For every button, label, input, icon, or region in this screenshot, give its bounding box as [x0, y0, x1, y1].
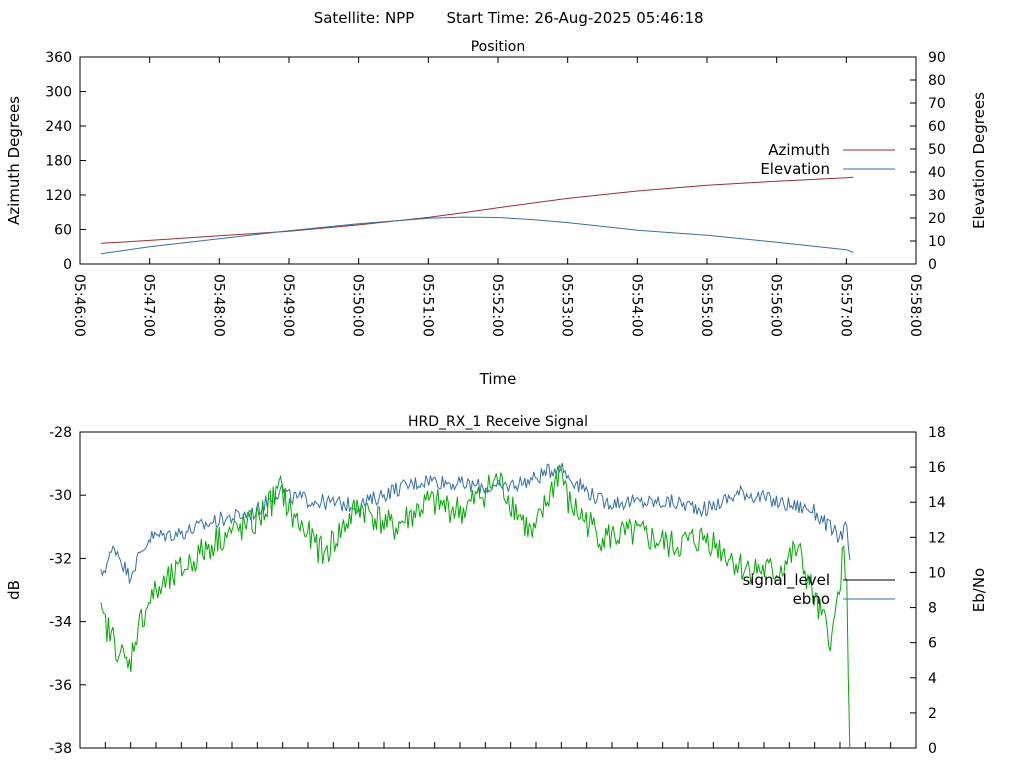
legend-label: Azimuth	[768, 141, 830, 159]
position-chart: Position 0 60 120 180 240 300 360 0 10 20 30 40 50 60 7…	[5, 39, 988, 388]
y-axis-label: dB	[5, 580, 23, 600]
y2-tick-label: 80	[928, 73, 946, 89]
y2-tick-label: 10	[928, 234, 946, 250]
y2-tick-label: 8	[928, 601, 937, 617]
y2-axis-label: Eb/No	[970, 568, 988, 612]
y-tick-label: -38	[49, 741, 72, 757]
y-tick-label: -36	[49, 678, 72, 694]
x-tick-label: 05:47:00	[141, 274, 157, 337]
y-tick-label: 360	[45, 50, 72, 66]
y2-tick-label: 20	[928, 211, 946, 227]
chart-title: Position	[471, 39, 526, 55]
plot-frame	[79, 431, 917, 749]
y2-tick-label: 6	[928, 636, 937, 652]
y-tick-label: 240	[45, 119, 72, 135]
x-tick-label: 05:57:00	[837, 274, 853, 337]
x-tick-label: 05:53:00	[559, 274, 575, 337]
y-tick-label: -34	[49, 615, 72, 631]
x-tick-label: 05:52:00	[489, 274, 505, 337]
y2-tick-label: 4	[928, 671, 937, 687]
y-tick-label: -28	[49, 425, 72, 441]
y2-tick-label: 60	[928, 119, 946, 135]
y-tick-label: -30	[49, 488, 72, 504]
y-axis-label: Azimuth Degrees	[5, 96, 23, 225]
start-time-label: Start Time: 26-Aug-2025 05:46:18	[446, 9, 703, 27]
x-axis-label: Time	[479, 370, 517, 388]
y-tick-label: 120	[45, 188, 72, 204]
legend-label: Elevation	[760, 160, 830, 178]
y-tick-label: 300	[45, 85, 72, 101]
y2-tick-label: 12	[928, 530, 946, 546]
y2-tick-label: 0	[928, 257, 937, 273]
x-tick-label: 05:55:00	[698, 274, 714, 337]
y2-tick-label: 70	[928, 96, 946, 112]
legend-label: signal_level	[742, 571, 830, 590]
y-tick-label: 180	[45, 154, 72, 170]
series-line-ebno	[100, 462, 851, 585]
y-tick-label: 0	[63, 257, 72, 273]
chart-title: HRD_RX_1 Receive Signal	[408, 414, 588, 430]
x-tick-label: 05:54:00	[628, 274, 644, 337]
x-tick-label: 05:56:00	[768, 274, 784, 337]
x-tick-label: 05:58:00	[907, 274, 923, 337]
y2-tick-label: 50	[928, 142, 946, 158]
y2-tick-label: 0	[928, 741, 937, 757]
y2-tick-label: 30	[928, 188, 946, 204]
y2-tick-label: 2	[928, 706, 937, 722]
series-line-unnamed-2	[100, 464, 851, 749]
series-line-azimuth	[100, 176, 854, 244]
y2-tick-label: 90	[928, 50, 946, 66]
y2-tick-label: 18	[928, 425, 946, 441]
x-tick-label: 05:51:00	[419, 274, 435, 337]
y2-axis-label: Elevation Degrees	[970, 92, 988, 229]
legend-label: ebno	[793, 590, 830, 608]
y2-tick-label: 40	[928, 165, 946, 181]
receive-signal-chart: HRD_RX_1 Receive Signal -28 -30 -32 -34 -36 -3…	[5, 414, 988, 757]
x-tick-label: 05:49:00	[280, 274, 296, 337]
x-tick-label: 05:48:00	[210, 274, 226, 337]
series-line-elevation	[100, 216, 854, 255]
y2-tick-label: 10	[928, 565, 946, 581]
x-tick-label: 05:46:00	[71, 274, 87, 337]
y-tick-label: 60	[54, 223, 72, 239]
y2-tick-label: 16	[928, 460, 946, 476]
satellite-label: Satellite: NPP	[314, 9, 415, 27]
y-tick-label: -32	[49, 551, 72, 567]
x-tick-label: 05:50:00	[350, 274, 366, 337]
y2-tick-label: 14	[928, 495, 946, 511]
